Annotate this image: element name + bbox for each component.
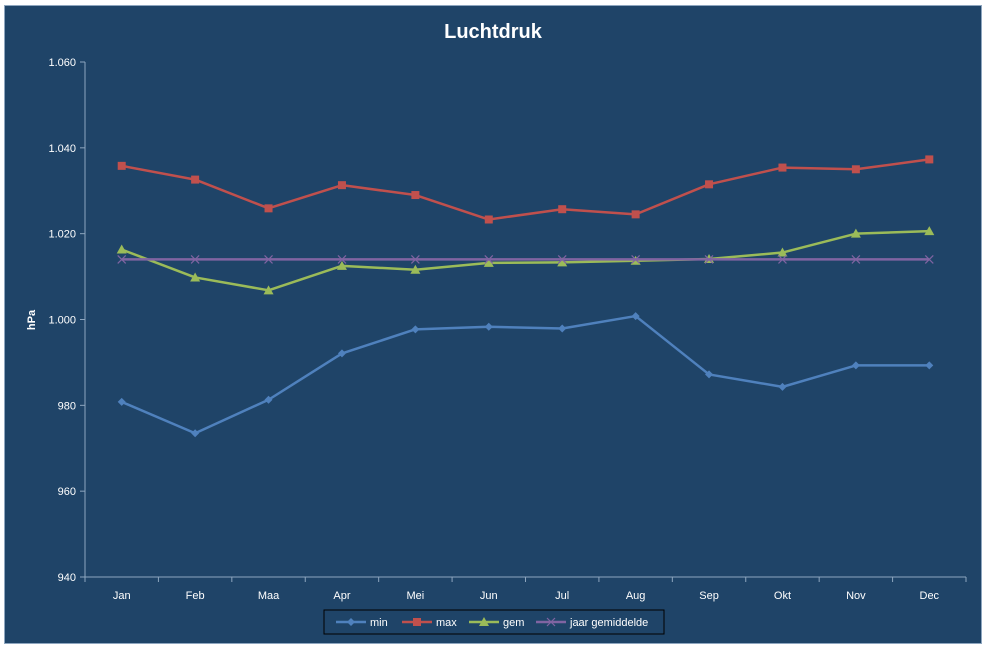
x-tick-label: Aug: [626, 590, 646, 602]
data-point-jaar-gemiddelde: [557, 254, 567, 264]
data-point-gem: [263, 285, 274, 295]
chart-area: [4, 5, 982, 644]
data-point-jaar-gemiddelde: [117, 254, 127, 264]
data-point-max: [631, 210, 640, 219]
series-layer: [116, 155, 935, 438]
chart-title: Luchtdruk: [444, 21, 543, 43]
x-tick-label: Jul: [555, 590, 569, 602]
data-point-min: [631, 312, 640, 321]
y-tick-label: 1.000: [48, 315, 76, 327]
legend-marker-jaar-gemiddelde: [546, 617, 556, 627]
series-jaar-gemiddelde: [117, 254, 934, 264]
data-point-jaar-gemiddelde: [924, 254, 934, 264]
data-point-max: [705, 180, 714, 189]
y-tick-label: 1.020: [48, 229, 76, 241]
data-point-min: [337, 349, 346, 358]
data-point-min: [558, 324, 567, 333]
y-axis-label: hPa: [26, 309, 38, 330]
data-point-gem: [410, 264, 421, 274]
data-point-gem: [924, 226, 935, 236]
data-point-jaar-gemiddelde: [337, 254, 347, 264]
series-max: [117, 155, 934, 224]
data-point-min: [925, 361, 934, 370]
data-point-gem: [777, 247, 788, 257]
data-point-jaar-gemiddelde: [410, 254, 420, 264]
legend-label-max: max: [436, 617, 457, 629]
series-line-max: [121, 158, 930, 221]
data-point-max: [851, 165, 860, 174]
data-point-jaar-gemiddelde: [704, 254, 714, 264]
data-point-max: [337, 181, 346, 190]
y-tick-label: 980: [58, 400, 76, 412]
data-point-gem: [557, 257, 568, 267]
data-point-max: [558, 205, 567, 214]
legend-label-min: min: [370, 617, 388, 629]
data-point-max: [925, 155, 934, 164]
legend-marker-min: [347, 618, 355, 626]
data-point-min: [705, 370, 714, 379]
data-point-min: [117, 397, 126, 406]
data-point-max: [117, 161, 126, 170]
data-point-max: [484, 215, 493, 224]
legend: min max gem jaar gemiddelde: [323, 609, 665, 635]
data-point-jaar-gemiddelde: [631, 254, 641, 264]
legend-marker-gem: [479, 617, 489, 626]
axes: 940 960 980 1.000 1.020 1.040 1.060 Jan Feb Maa Ap…: [48, 57, 967, 602]
data-point-min: [264, 395, 273, 404]
data-point-jaar-gemiddelde: [778, 254, 787, 264]
data-point-gem: [336, 260, 347, 270]
data-point-min: [778, 382, 787, 391]
series-line-gem: [121, 229, 930, 292]
data-point-min: [411, 325, 420, 334]
data-point-gem: [190, 272, 201, 282]
y-tick-label: 1.040: [48, 143, 76, 155]
x-tick-label: Dec: [920, 590, 940, 602]
x-tick-label: Feb: [186, 590, 205, 602]
data-point-min: [191, 429, 200, 438]
data-point-jaar-gemiddelde: [851, 254, 861, 264]
series-min: [117, 312, 934, 438]
data-point-min: [851, 361, 860, 370]
x-tick-label: Maa: [258, 590, 280, 602]
y-tick-label: 960: [58, 486, 76, 498]
data-point-max: [191, 175, 200, 184]
data-point-gem: [850, 228, 861, 238]
data-point-max: [778, 163, 787, 172]
data-point-gem: [483, 257, 494, 267]
legend-label-jaar-gemiddelde: jaar gemiddelde: [569, 617, 648, 629]
x-tick-label: Jan: [113, 590, 131, 602]
x-tick-label: Apr: [333, 590, 350, 602]
series-line-min: [121, 314, 930, 435]
x-tick-label: Mei: [407, 590, 425, 602]
x-tick-label: Nov: [846, 590, 866, 602]
x-tick-label: Sep: [699, 590, 719, 602]
x-tick-label: Jun: [480, 590, 498, 602]
legend-marker-max: [413, 618, 421, 626]
y-tick-label: 1.060: [48, 57, 76, 69]
data-point-jaar-gemiddelde: [264, 254, 273, 264]
legend-label-gem: gem: [503, 617, 524, 629]
data-point-jaar-gemiddelde: [484, 254, 494, 264]
data-point-jaar-gemiddelde: [190, 254, 200, 264]
data-point-max: [411, 191, 420, 200]
data-point-max: [264, 204, 273, 213]
y-tick-label: 940: [58, 572, 76, 584]
x-tick-label: Okt: [774, 590, 791, 602]
data-point-gem: [116, 244, 127, 254]
data-point-min: [484, 322, 493, 331]
